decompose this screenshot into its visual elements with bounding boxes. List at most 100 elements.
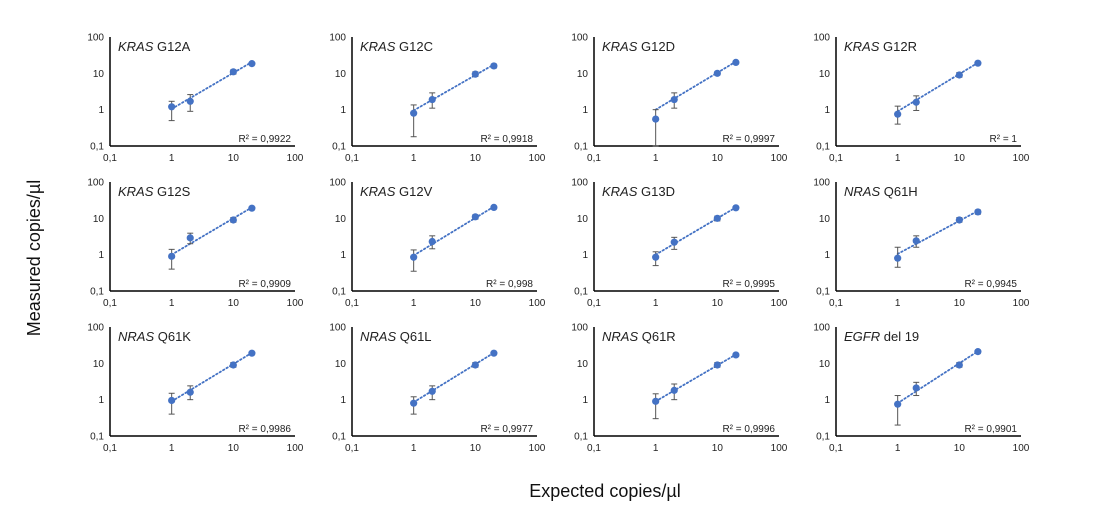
y-tick-label: 0,1 xyxy=(574,142,588,153)
r-squared-label: R² = 0,9986 xyxy=(238,424,291,435)
panel-title-mutation: G12R xyxy=(879,39,917,54)
data-point xyxy=(732,204,740,212)
r-squared-label: R² = 0,998 xyxy=(486,279,533,290)
data-point xyxy=(894,400,902,408)
y-tick-label: 10 xyxy=(335,69,347,80)
panel-title: KRAS G13D xyxy=(602,184,675,199)
data-point xyxy=(713,69,721,77)
panel-kras-g13d: 0,1 1 10 100 0,1 1 10 100 KRAS G13D R² = 0,9995 xyxy=(571,178,787,310)
data-point xyxy=(912,384,920,392)
panel-nras-q61h: 0,1 1 10 100 0,1 1 10 100 NRAS Q61H R² = 0,9945 xyxy=(813,178,1029,310)
x-tick-label: 10 xyxy=(470,443,482,454)
panel-title-mutation: G12C xyxy=(395,39,433,54)
r-squared-label: R² = 0,9997 xyxy=(722,134,775,145)
panel-title-mutation: Q61K xyxy=(154,329,191,344)
data-point xyxy=(894,254,902,262)
panel-title-gene: KRAS xyxy=(118,184,154,199)
x-axis-title: Expected copies/µl xyxy=(529,481,680,501)
panel-title-gene: NRAS xyxy=(844,184,880,199)
x-tick-label: 0,1 xyxy=(829,443,843,454)
x-tick-label: 10 xyxy=(954,443,966,454)
y-tick-label: 10 xyxy=(577,69,589,80)
y-tick-label: 100 xyxy=(813,33,830,44)
y-tick-label: 10 xyxy=(93,359,105,370)
panel-title: NRAS Q61L xyxy=(360,329,432,344)
data-point xyxy=(248,349,256,357)
y-tick-label: 1 xyxy=(98,395,104,406)
data-point xyxy=(471,361,479,369)
panel-kras-g12d: 0,1 1 10 100 0,1 1 10 100 KRAS G12D R² = 0,9997 xyxy=(571,33,787,165)
y-tick-label: 1 xyxy=(582,395,588,406)
data-point xyxy=(490,203,498,211)
r-squared-label: R² = 0,9996 xyxy=(722,424,775,435)
panel-title-mutation: G12S xyxy=(153,184,190,199)
y-tick-label: 100 xyxy=(571,33,588,44)
data-point xyxy=(471,70,479,78)
data-point xyxy=(410,253,418,261)
y-tick-label: 10 xyxy=(577,359,589,370)
y-tick-label: 100 xyxy=(571,323,588,334)
x-tick-label: 100 xyxy=(771,153,788,164)
data-point xyxy=(186,97,194,105)
y-tick-label: 0,1 xyxy=(574,432,588,443)
x-tick-label: 1 xyxy=(169,443,175,454)
y-tick-label: 10 xyxy=(819,214,831,225)
panel-title: NRAS Q61R xyxy=(602,329,676,344)
y-tick-label: 100 xyxy=(329,33,346,44)
x-tick-label: 10 xyxy=(712,298,724,309)
panel-title-mutation: del 19 xyxy=(880,329,919,344)
panel-title-mutation: G13D xyxy=(637,184,675,199)
x-tick-label: 100 xyxy=(1013,443,1030,454)
y-tick-label: 1 xyxy=(582,105,588,116)
data-point xyxy=(652,253,660,261)
x-tick-label: 100 xyxy=(287,153,304,164)
x-tick-label: 1 xyxy=(411,153,417,164)
y-tick-label: 0,1 xyxy=(332,287,346,298)
panel-title-mutation: G12A xyxy=(153,39,190,54)
y-tick-label: 0,1 xyxy=(816,287,830,298)
x-tick-label: 0,1 xyxy=(345,298,359,309)
y-tick-label: 10 xyxy=(577,214,589,225)
data-point xyxy=(168,103,176,111)
trendline xyxy=(654,206,737,256)
data-point xyxy=(229,68,237,76)
data-point xyxy=(713,361,721,369)
panel-kras-g12r: 0,1 1 10 100 0,1 1 10 100 KRAS G12R R² = 1 xyxy=(813,33,1029,165)
data-point xyxy=(732,351,740,359)
x-tick-label: 100 xyxy=(1013,298,1030,309)
y-tick-label: 100 xyxy=(87,178,104,189)
x-tick-label: 0,1 xyxy=(587,153,601,164)
data-point xyxy=(186,388,194,396)
y-tick-label: 0,1 xyxy=(332,432,346,443)
data-point xyxy=(490,62,498,70)
panel-title-gene: KRAS xyxy=(118,39,154,54)
y-tick-label: 0,1 xyxy=(90,287,104,298)
trendline xyxy=(896,210,979,255)
y-tick-label: 1 xyxy=(824,250,830,261)
trendline xyxy=(412,205,495,257)
x-tick-label: 10 xyxy=(228,443,240,454)
trendline xyxy=(412,63,495,112)
x-tick-label: 1 xyxy=(411,443,417,454)
data-point xyxy=(974,348,982,356)
data-point xyxy=(428,237,436,246)
x-tick-label: 1 xyxy=(411,298,417,309)
y-tick-label: 1 xyxy=(340,250,346,261)
panel-kras-g12v: 0,1 1 10 100 0,1 1 10 100 KRAS G12V R² = 0,998 xyxy=(329,178,545,310)
r-squared-label: R² = 0,9918 xyxy=(480,134,533,145)
panel-kras-g12s: 0,1 1 10 100 0,1 1 10 100 KRAS G12S R² = 0,9909 xyxy=(87,178,303,310)
panel-kras-g12a: 0,1 1 10 100 0,1 1 10 100 KRAS G12A R² = 0,9922 xyxy=(87,33,303,165)
panel-title-gene: KRAS xyxy=(844,39,880,54)
data-point xyxy=(168,252,176,260)
y-tick-label: 1 xyxy=(98,250,104,261)
x-tick-label: 0,1 xyxy=(103,443,117,454)
data-point xyxy=(670,238,678,246)
y-tick-label: 100 xyxy=(87,323,104,334)
panel-title-gene: NRAS xyxy=(118,329,154,344)
data-point xyxy=(229,216,237,224)
y-tick-label: 0,1 xyxy=(90,432,104,443)
x-tick-label: 10 xyxy=(954,153,966,164)
x-tick-label: 10 xyxy=(470,153,482,164)
